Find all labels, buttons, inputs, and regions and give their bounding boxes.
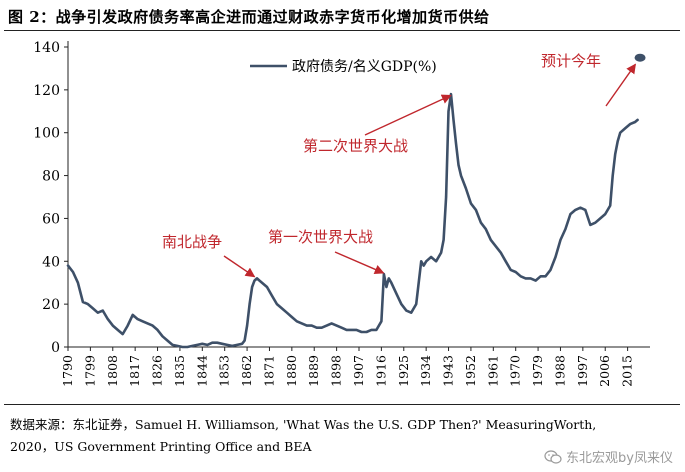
- source-line-2: 2020，US Government Printing Office and B…: [10, 439, 312, 454]
- x-tick-label: 1934: [418, 355, 433, 387]
- legend-label: 政府债务/名义GDP(%): [292, 59, 437, 75]
- x-tick-label: 1916: [373, 355, 388, 387]
- figure-title: 图 2：战争引发政府债务率高企进而通过财政赤字货币化增加货币供给: [8, 8, 490, 26]
- x-tick-label: 1826: [150, 355, 165, 387]
- x-tick-label: 1799: [82, 355, 97, 387]
- annotation-label: 第二次世界大战: [303, 137, 408, 155]
- y-tick-label: 60: [42, 211, 60, 227]
- watermark-text: 东北宏观by凤来仪: [566, 451, 673, 466]
- y-tick-label: 120: [33, 83, 60, 99]
- source-note: 数据来源：东北证券，Samuel H. Williamson, 'What Wa…: [10, 414, 680, 458]
- series-line-debt-to-gdp: [66, 92, 639, 349]
- x-tick-label: 1925: [396, 355, 411, 387]
- projection-point: [634, 53, 646, 62]
- annotation-label: 南北战争: [162, 233, 222, 251]
- x-tick-label: 1961: [485, 355, 500, 387]
- x-tick-label: 1889: [306, 355, 321, 387]
- debt-to-gdp-line-chart: 0 20 40 60 80 100 120 140 1790 1799 1808 1817 1826 18…: [33, 40, 650, 387]
- x-tick-label: 1907: [351, 355, 366, 387]
- source-line-1: 数据来源：东北证券，Samuel H. Williamson, 'What Wa…: [10, 417, 597, 432]
- x-tick-label: 1817: [127, 355, 142, 387]
- y-tick-label: 20: [42, 297, 60, 313]
- x-tick-label: 2006: [597, 355, 612, 387]
- x-tick-label: 2015: [620, 355, 635, 387]
- x-tick-label: 1844: [194, 355, 209, 387]
- annotation-arrow: [334, 251, 385, 274]
- x-tick-label: 1952: [463, 355, 478, 387]
- source-divider: [4, 404, 680, 405]
- x-tick-label: 1997: [575, 355, 590, 387]
- x-tick-label: 1862: [239, 355, 254, 387]
- y-tick-label: 140: [33, 40, 60, 56]
- title-divider: [4, 30, 680, 31]
- annotation-arrow: [223, 255, 256, 278]
- y-tick-label: 40: [42, 254, 60, 270]
- x-tick-label: 1988: [552, 355, 567, 387]
- annotation-label: 第一次世界大战: [268, 228, 373, 246]
- annotation-arrow: [605, 63, 636, 107]
- y-tick-label: 0: [51, 340, 60, 356]
- x-tick-label: 1853: [217, 355, 232, 387]
- annotation-label: 预计今年: [541, 52, 601, 70]
- wechat-icon: [544, 449, 562, 464]
- x-tick-label: 1835: [172, 355, 187, 387]
- x-tick-label: 1790: [60, 355, 75, 387]
- watermark: 东北宏观by凤来仪: [544, 447, 673, 466]
- x-tick-label: 1970: [508, 355, 523, 387]
- x-tick-label: 1808: [105, 355, 120, 387]
- y-tick-label: 100: [33, 126, 60, 142]
- annotation-arrow: [364, 94, 452, 136]
- x-tick-label: 1979: [530, 355, 545, 387]
- y-tick-label: 80: [42, 169, 60, 185]
- x-tick-label: 1871: [261, 355, 276, 387]
- x-tick-label: 1943: [441, 355, 456, 387]
- x-tick-label: 1880: [284, 355, 299, 387]
- x-tick-label: 1898: [329, 355, 344, 387]
